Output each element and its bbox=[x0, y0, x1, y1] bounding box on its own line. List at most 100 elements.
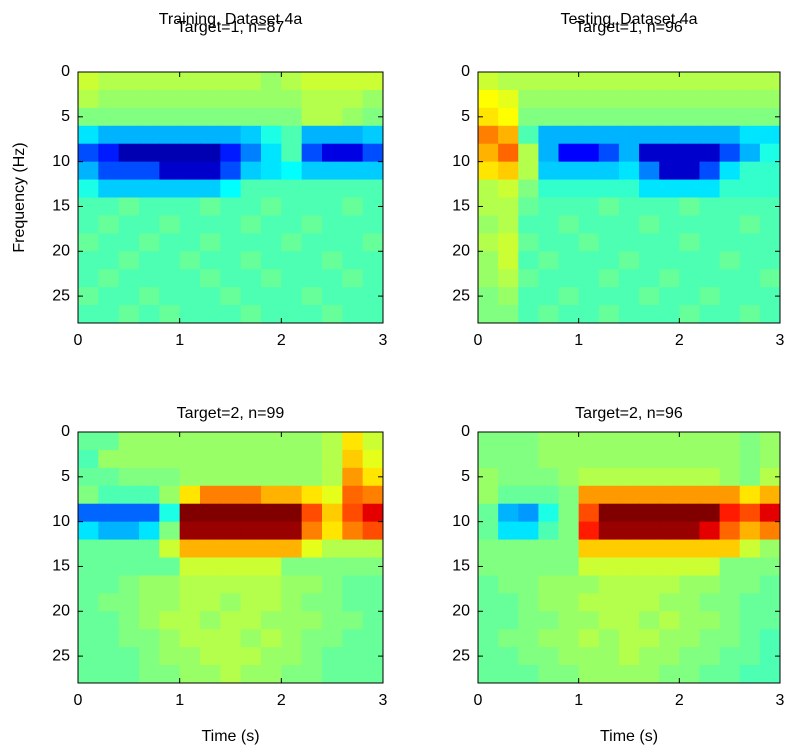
heatmap-cell bbox=[118, 125, 140, 145]
heatmap-cell bbox=[598, 125, 620, 145]
heatmap-cell bbox=[538, 575, 560, 594]
heatmap-cell bbox=[118, 647, 140, 666]
heatmap-cell bbox=[739, 503, 761, 523]
heatmap-cell bbox=[679, 197, 700, 216]
heatmap-cell bbox=[639, 125, 660, 145]
heatmap-cell bbox=[301, 539, 323, 558]
heatmap-cell bbox=[699, 557, 721, 576]
heatmap-cell bbox=[558, 269, 580, 288]
x-tick-label: 0 bbox=[74, 332, 83, 349]
heatmap-cell bbox=[498, 503, 519, 523]
heatmap-cell bbox=[578, 665, 600, 684]
heatmap-cell bbox=[699, 503, 721, 523]
heatmap-cell bbox=[261, 575, 282, 594]
heatmap-cell bbox=[98, 107, 120, 127]
heatmap-cell bbox=[261, 143, 282, 163]
heatmap-cell bbox=[639, 647, 660, 666]
heatmap-cell bbox=[518, 305, 539, 324]
heatmap-cell bbox=[659, 665, 680, 684]
heatmap-cell bbox=[179, 539, 201, 558]
heatmap-cell bbox=[118, 251, 140, 270]
heatmap-cell bbox=[598, 593, 620, 612]
heatmap-cell bbox=[478, 557, 499, 576]
heatmap-cell bbox=[498, 161, 519, 181]
heatmap-cell bbox=[478, 161, 499, 181]
heatmap-cell bbox=[659, 179, 680, 198]
heatmap-cell bbox=[618, 197, 640, 216]
heatmap-cell bbox=[618, 665, 640, 684]
heatmap-cell bbox=[281, 161, 303, 181]
heatmap-cell bbox=[679, 647, 700, 666]
heatmap-cell bbox=[618, 89, 640, 109]
heatmap-cell bbox=[598, 521, 620, 541]
heatmap-cell bbox=[139, 557, 160, 576]
heatmap-cell bbox=[478, 485, 499, 505]
heatmap-cell bbox=[200, 233, 221, 252]
heatmap-cell bbox=[179, 197, 201, 216]
heatmap-cell bbox=[78, 305, 99, 324]
heatmap-cell bbox=[159, 449, 181, 469]
heatmap-cell bbox=[659, 539, 680, 558]
heatmap-cell bbox=[618, 251, 640, 270]
heatmap-cell bbox=[478, 575, 499, 594]
heatmap-cell bbox=[538, 107, 560, 127]
heatmap-cell bbox=[498, 521, 519, 541]
heatmap-cell bbox=[598, 611, 620, 630]
heatmap-cell bbox=[200, 665, 221, 684]
axes-frame bbox=[477, 431, 781, 684]
heatmap-cell bbox=[598, 215, 620, 234]
heatmap-cell bbox=[118, 72, 140, 91]
heatmap-cell bbox=[240, 593, 262, 612]
heatmap-cell bbox=[679, 539, 700, 558]
heatmap-cell bbox=[220, 179, 242, 198]
heatmap-cell bbox=[498, 467, 519, 487]
heatmap-cell bbox=[538, 233, 560, 252]
heatmap-cell bbox=[301, 72, 323, 91]
y-tick-label: 5 bbox=[61, 108, 70, 125]
heatmap-cell bbox=[659, 467, 680, 487]
heatmap-cell bbox=[342, 557, 364, 576]
heatmap-cell bbox=[759, 305, 781, 324]
heatmap-cell bbox=[200, 143, 221, 163]
heatmap-cell bbox=[759, 143, 781, 163]
heatmap-cell bbox=[538, 179, 560, 198]
heatmap-cell bbox=[538, 665, 560, 684]
heatmap-cell bbox=[719, 485, 741, 505]
heatmap-cell bbox=[759, 233, 781, 252]
heatmap-cell bbox=[322, 593, 343, 612]
heatmap-cell bbox=[78, 161, 99, 181]
heatmap-cell bbox=[342, 449, 364, 469]
heatmap-cell bbox=[639, 539, 660, 558]
heatmap-cell bbox=[618, 269, 640, 288]
heatmap-cell bbox=[719, 143, 741, 163]
heatmap-cell bbox=[639, 467, 660, 487]
heatmap-cell bbox=[618, 647, 640, 666]
x-tick-label: 2 bbox=[277, 692, 286, 709]
heatmap-cell bbox=[538, 215, 560, 234]
heatmap-cell bbox=[518, 557, 539, 576]
heatmap-cell bbox=[558, 557, 580, 576]
heatmap-cell bbox=[578, 305, 600, 324]
heatmap-cell bbox=[78, 432, 99, 451]
heatmap-cell bbox=[578, 467, 600, 487]
heatmap-cell bbox=[362, 611, 384, 630]
heatmap-cell bbox=[498, 557, 519, 576]
heatmap-cell bbox=[261, 485, 282, 505]
heatmap-cell bbox=[322, 125, 343, 145]
heatmap-cell bbox=[498, 449, 519, 469]
heatmap-cell bbox=[639, 305, 660, 324]
heatmap-cell bbox=[659, 432, 680, 451]
heatmap-cell bbox=[558, 539, 580, 558]
heatmap-cell bbox=[498, 233, 519, 252]
heatmap-cell bbox=[220, 107, 242, 127]
heatmap-cell bbox=[240, 215, 262, 234]
heatmap-cell bbox=[362, 647, 384, 666]
heatmap-cell bbox=[739, 233, 761, 252]
heatmap-cell bbox=[558, 665, 580, 684]
heatmap-cell bbox=[739, 89, 761, 109]
heatmap-cell bbox=[159, 521, 181, 541]
heatmap-cell bbox=[159, 557, 181, 576]
heatmap-cell bbox=[281, 557, 303, 576]
heatmap-cell bbox=[639, 521, 660, 541]
